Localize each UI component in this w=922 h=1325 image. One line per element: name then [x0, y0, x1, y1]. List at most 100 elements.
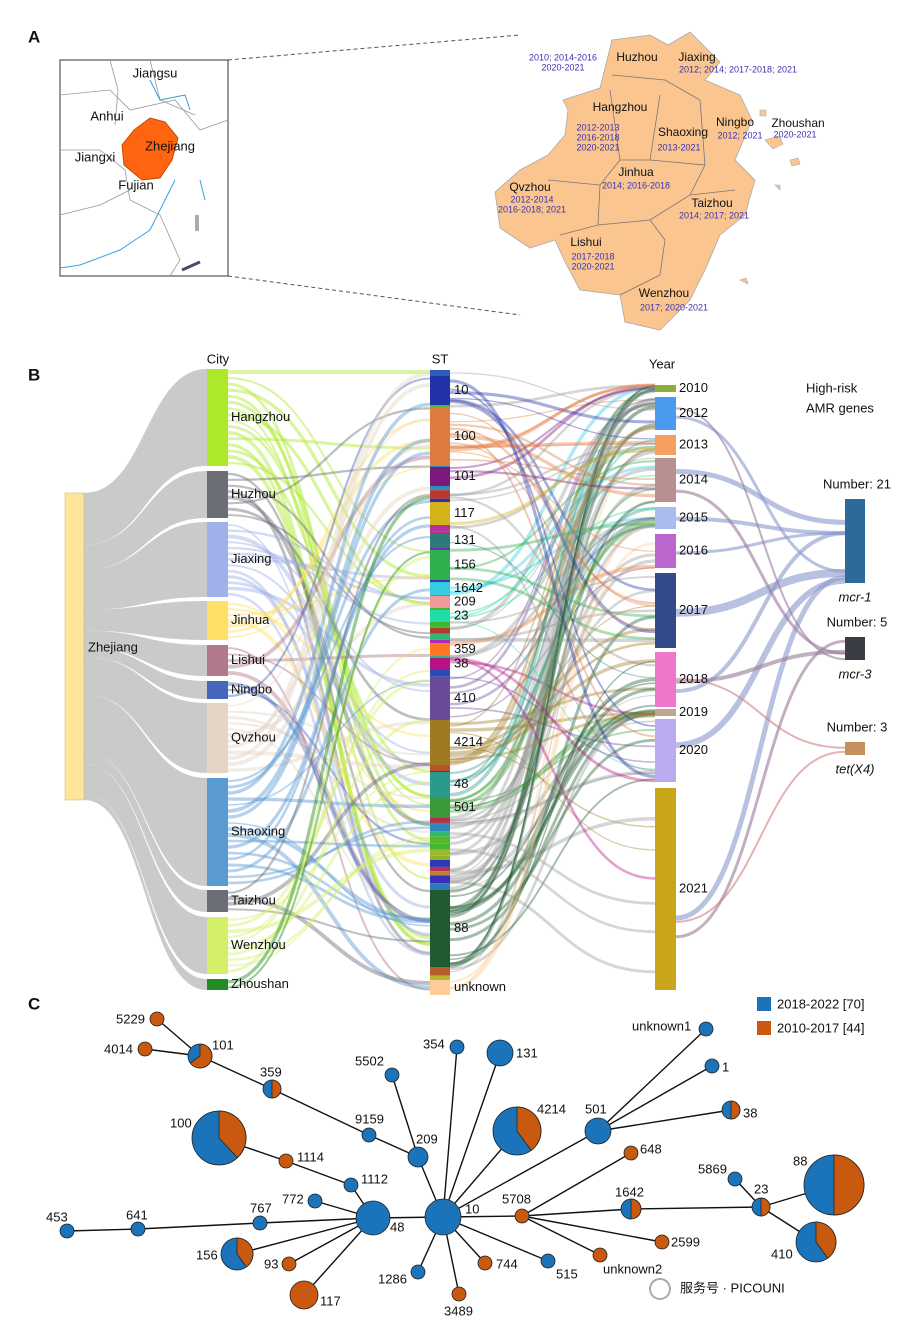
flow: [449, 778, 656, 957]
pie-wedge: [516, 1106, 542, 1151]
tree-node: [449, 1039, 465, 1055]
flow: [227, 555, 431, 973]
flow: [449, 712, 656, 971]
flow: [227, 419, 431, 806]
tree-node: [384, 1067, 400, 1083]
flow: [449, 657, 656, 783]
pie-wedge: [218, 1110, 247, 1159]
flow: [227, 494, 431, 894]
city-label: Lishui: [231, 652, 265, 667]
flow: [227, 455, 431, 940]
flow: [449, 609, 656, 642]
city-node: [207, 979, 228, 990]
year-node: [655, 534, 676, 568]
node-label: 772: [282, 1191, 304, 1206]
tree-node: [252, 1215, 268, 1231]
flow: [227, 394, 431, 842]
node-label: 156: [196, 1247, 218, 1262]
flow: [449, 627, 656, 751]
flow: [449, 713, 656, 761]
tree-edge: [597, 1028, 707, 1132]
tree-edge: [521, 1152, 632, 1217]
flow: [227, 516, 431, 861]
flow: [84, 601, 207, 640]
flow: [449, 518, 656, 809]
st-node: [430, 975, 450, 981]
flow: [449, 577, 656, 641]
flow: [227, 407, 431, 505]
city-node: [207, 601, 228, 640]
city-node: [207, 471, 228, 518]
city-years: 2014; 2016-2018: [602, 180, 670, 190]
flow: [227, 438, 431, 813]
flow: [227, 653, 431, 662]
tree-edge: [66, 1228, 139, 1232]
flow: [449, 384, 656, 408]
flow: [227, 437, 431, 450]
gene-count: Number: 21: [823, 476, 891, 491]
flow: [227, 671, 431, 923]
flow: [449, 658, 656, 880]
st-node: [430, 765, 450, 772]
flow: [449, 553, 656, 830]
flow: [449, 507, 656, 783]
flow: [227, 581, 431, 767]
flow: [449, 710, 656, 856]
flow: [84, 471, 207, 570]
tree-node: [410, 1264, 426, 1280]
city-name: Huzhou: [616, 50, 657, 64]
gene-node: [845, 637, 865, 660]
st-label: 359: [454, 641, 476, 656]
tree-node: [281, 1256, 297, 1272]
flow: [449, 566, 656, 618]
pie-wedge: [833, 1154, 865, 1216]
tree-edge: [442, 1130, 599, 1218]
city-name: Shaoxing: [658, 125, 708, 139]
node-label: 117: [320, 1293, 341, 1308]
flow: [449, 707, 656, 748]
flow: [227, 449, 431, 773]
year-node: [655, 507, 676, 529]
flow: [449, 372, 656, 411]
node-label: 5502: [355, 1053, 384, 1068]
st-label: 38: [454, 655, 468, 670]
city-node: [207, 645, 228, 676]
flow: [227, 722, 431, 800]
flow: [449, 426, 656, 873]
node-label: 23: [754, 1181, 768, 1196]
tree-node: [307, 1193, 323, 1209]
tree-node: [355, 1200, 391, 1236]
node-label: 410: [771, 1246, 793, 1261]
node-label: 48: [390, 1219, 404, 1234]
flow: [227, 827, 431, 922]
gene-name: mcr-1: [839, 589, 872, 604]
flow: [227, 718, 431, 956]
flow: [449, 564, 656, 646]
node-label: 5708: [502, 1191, 531, 1206]
flow: [449, 446, 656, 990]
node-label: 209: [416, 1131, 438, 1146]
st-label: 501: [454, 799, 476, 814]
watermark: 服务号 · PICOUNI: [680, 1280, 785, 1295]
st-label: 410: [454, 690, 476, 705]
st-node: [430, 622, 450, 628]
flow: [449, 605, 656, 764]
flow: [449, 642, 656, 754]
node-label: 1: [722, 1059, 729, 1074]
st-label: 131: [454, 532, 476, 547]
city-name: Lishui: [570, 235, 601, 249]
city-label: Wenzhou: [231, 937, 286, 952]
st-node: [430, 376, 450, 405]
tree-edge: [137, 1222, 261, 1230]
flow: [227, 524, 431, 937]
city-node: [207, 703, 228, 773]
flow: [449, 442, 656, 449]
flow: [449, 880, 656, 974]
flow: [227, 484, 431, 639]
flow: [227, 529, 431, 600]
flow: [227, 455, 431, 669]
flow: [227, 444, 431, 743]
flow: [449, 517, 656, 775]
flow: [227, 728, 431, 920]
